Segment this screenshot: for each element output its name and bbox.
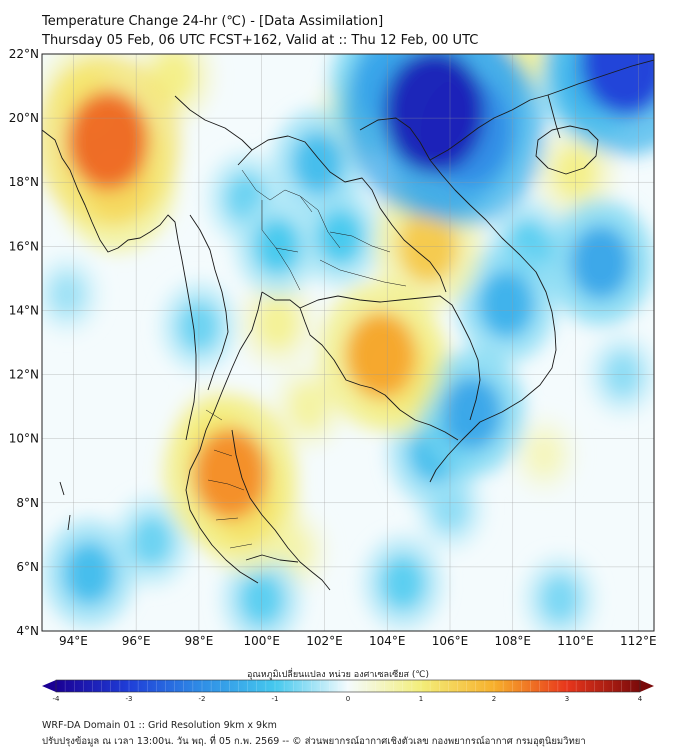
colorbar-frame [55, 679, 641, 693]
field-blob-core [570, 225, 631, 299]
lon-tick-label: 108°E [495, 634, 532, 648]
field-blob [457, 245, 556, 363]
lon-tick-label: 106°E [432, 634, 469, 648]
field-blob [272, 109, 364, 217]
field-blob-core [67, 90, 149, 191]
field-blob-core [292, 131, 344, 195]
colorbar-tick-label: 4 [638, 695, 643, 703]
lat-tick-label: 22°N [9, 47, 39, 61]
title-line-2: Thursday 05 Feb, 06 UTC FCST+162, Valid … [42, 33, 479, 48]
field-blob [524, 556, 596, 631]
lat-tick-label: 10°N [9, 432, 39, 446]
lat-tick-label: 6°N [16, 560, 39, 574]
colorbar: -4 -3 -2 -1 0 1 2 3 4 [42, 679, 654, 703]
field-blob-core [288, 381, 329, 432]
field-blob-core [345, 312, 417, 399]
field-blob [42, 54, 181, 227]
field-blob-core [478, 270, 535, 338]
field-blob-core [539, 574, 581, 624]
field-blob-core [256, 297, 299, 350]
lon-tick-label: 100°E [243, 634, 280, 648]
field-blob-core [192, 428, 268, 520]
colorbar-tick-label: 2 [492, 695, 496, 703]
colorbar-step-lines [64, 680, 632, 692]
lat-tick-label: 8°N [16, 496, 39, 510]
field-blob [512, 416, 577, 493]
vietnam-coastline [429, 159, 557, 483]
colorbar-tick-label: 3 [565, 695, 569, 703]
lon-tick-label: 96°E [122, 634, 151, 648]
field-blob-core [63, 542, 115, 605]
field-blob [318, 280, 444, 430]
colorbar-tick-label: 0 [346, 695, 350, 703]
footer-grid-info: WRF-DA Domain 01 :: Grid Resolution 9km … [42, 720, 277, 731]
colorbar-tick-label: -2 [199, 695, 206, 703]
field-blob [344, 54, 524, 219]
field-blob-core [380, 555, 426, 611]
colorbar-tick-label: -1 [272, 695, 279, 703]
colorbar-tick-label: -4 [53, 695, 61, 703]
axis-labels: 22°N 20°N 18°N 16°N 14°N 12°N 10°N 8°N 6°N 4°N 94°… [9, 47, 657, 648]
temperature-field [42, 54, 654, 631]
coastlines-and-borders [42, 59, 654, 591]
colorbar-tick-label: -3 [126, 695, 133, 703]
field-blob [545, 54, 654, 156]
field-blob-core [526, 432, 563, 477]
south-china-coast [547, 59, 654, 96]
thai-provinces-south [205, 409, 253, 549]
field-blob [547, 199, 654, 326]
leizhou-peninsula [547, 94, 561, 139]
lon-tick-label: 104°E [369, 634, 406, 648]
map-title: Temperature Change 24-hr (℃) - [Data Ass… [42, 12, 478, 50]
lat-tick-label: 16°N [9, 239, 39, 253]
field-blob [42, 256, 100, 333]
lat-tick-label: 4°N [16, 624, 39, 638]
field-blob [163, 394, 297, 553]
lon-tick-label: 102°E [306, 634, 343, 648]
lon-tick-label: 98°E [184, 634, 213, 648]
title-line-1: Temperature Change 24-hr (℃) - [Data Ass… [42, 14, 384, 29]
china-myanmar-border [174, 95, 253, 151]
colorbar-label: อุณหภูมิเปลี่ยนแปลง หน่วย องศาเซลเซียส (… [246, 670, 430, 680]
lon-tick-label: 94°E [59, 634, 88, 648]
field-blob-core [130, 515, 174, 568]
colorbar-ticks: -4 -3 -2 -1 0 1 2 3 4 [53, 695, 643, 703]
thai-provinces-north [241, 169, 407, 291]
lon-tick-label: 110°E [557, 634, 594, 648]
cambodia-vietnam-border [459, 319, 481, 421]
field-blob [363, 535, 443, 631]
myanmar-thailand-border [189, 214, 229, 391]
gulf-of-thailand-inner-coast [261, 291, 459, 441]
graticule [42, 54, 654, 631]
lat-tick-label: 12°N [9, 368, 39, 382]
colorbar-min-extension [42, 680, 56, 692]
lat-tick-label: 20°N [9, 111, 39, 125]
colorbar-max-extension [640, 680, 654, 692]
map-plot-area [42, 54, 654, 631]
map-frame [41, 53, 655, 632]
field-blob-core [316, 208, 364, 266]
field-blob-core [580, 54, 654, 116]
field-blob [114, 496, 190, 587]
field-blob-core [383, 54, 485, 174]
field-blob-core [49, 272, 86, 317]
lon-tick-label: 112°E [620, 634, 657, 648]
colorbar-tick-label: 1 [419, 695, 423, 703]
lat-tick-label: 18°N [9, 175, 39, 189]
gulf-of-tonkin-coast [429, 94, 549, 161]
myanmar-coastline [42, 129, 197, 441]
laos-vietnam-border [359, 117, 431, 161]
malaysia-thailand-border [245, 554, 299, 563]
hainan-island [535, 125, 599, 175]
thailand-laos-border [237, 135, 447, 293]
thailand-cambodia-border [299, 295, 461, 321]
footer-credits: ปรับปรุงข้อมูล ณ เวลา 13:00น. วัน พฤ. ที… [42, 736, 586, 747]
field-blob [43, 519, 135, 628]
andaman-islands [59, 481, 71, 531]
peninsula-east-coast [231, 429, 331, 591]
colorbar-gradient [56, 680, 640, 692]
thailand-gulf-west-coast [185, 291, 263, 584]
lat-tick-label: 14°N [9, 303, 39, 317]
